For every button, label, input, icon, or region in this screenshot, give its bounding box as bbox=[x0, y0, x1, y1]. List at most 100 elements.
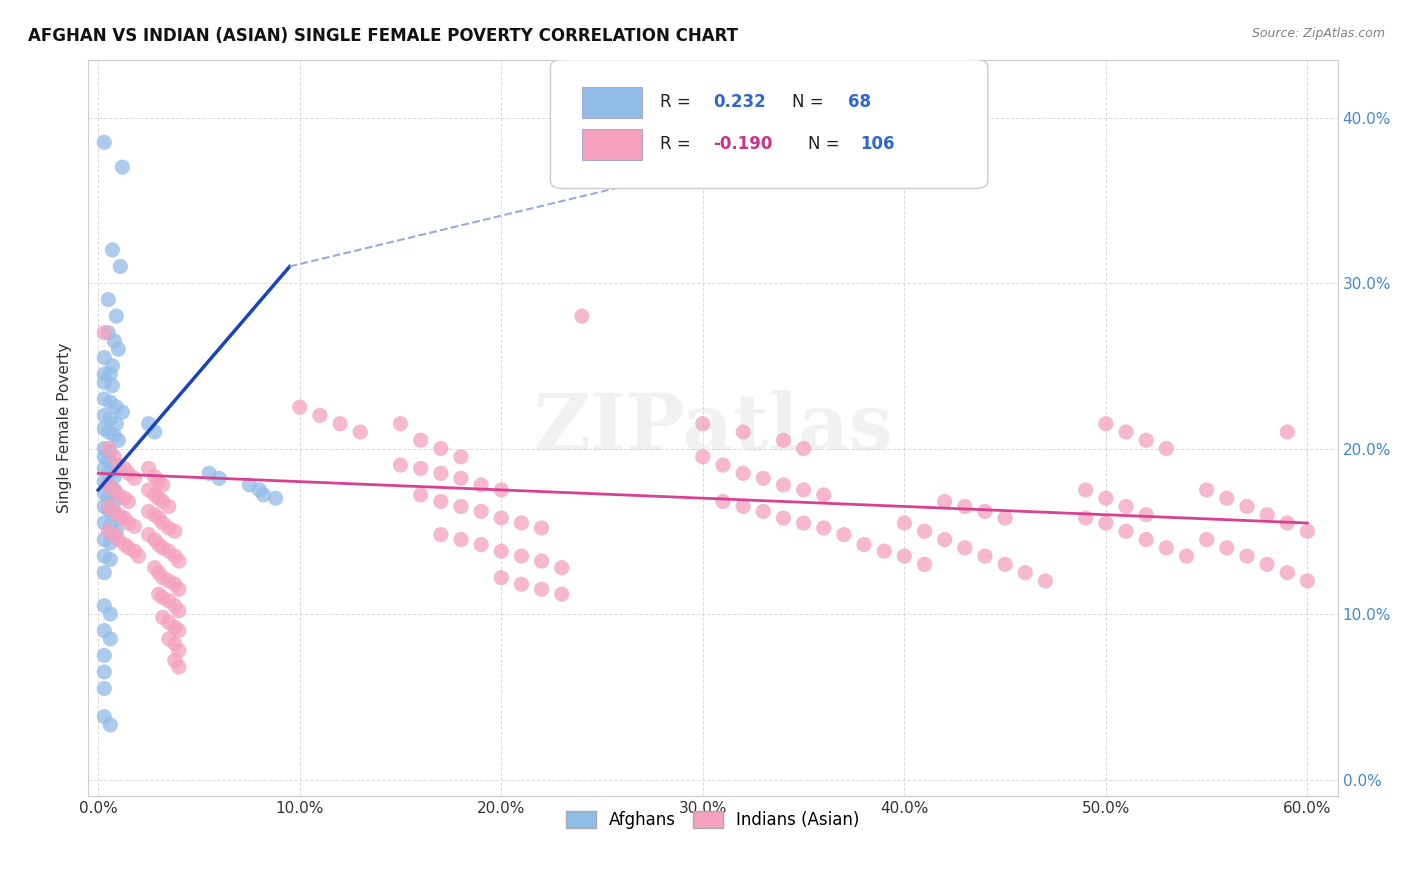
Point bbox=[97, 502, 120, 516]
Text: 0.232: 0.232 bbox=[713, 94, 766, 112]
Point bbox=[491, 483, 513, 497]
Point bbox=[105, 524, 128, 539]
Point bbox=[93, 516, 115, 530]
Point bbox=[167, 643, 190, 657]
Point bbox=[1074, 511, 1097, 525]
Point bbox=[124, 519, 146, 533]
Point bbox=[450, 450, 472, 464]
Point bbox=[107, 458, 129, 472]
Text: -0.190: -0.190 bbox=[713, 136, 772, 153]
Point bbox=[138, 483, 160, 497]
Point bbox=[853, 537, 876, 551]
Point bbox=[1115, 500, 1137, 514]
Point bbox=[510, 577, 533, 591]
Point bbox=[1135, 508, 1157, 522]
Point bbox=[143, 488, 166, 502]
Point bbox=[1277, 516, 1299, 530]
Point bbox=[167, 660, 190, 674]
Point bbox=[93, 549, 115, 563]
Point bbox=[1095, 491, 1118, 506]
Point bbox=[103, 458, 125, 472]
Point bbox=[111, 405, 134, 419]
Point bbox=[733, 467, 755, 481]
Point bbox=[733, 425, 755, 439]
Point bbox=[103, 504, 125, 518]
Point bbox=[389, 458, 412, 472]
Point bbox=[288, 400, 311, 414]
Point bbox=[97, 491, 120, 506]
Point bbox=[510, 549, 533, 563]
Point bbox=[994, 558, 1017, 572]
Text: ZIPatlas: ZIPatlas bbox=[533, 390, 893, 466]
Point bbox=[112, 537, 135, 551]
Point bbox=[1236, 549, 1258, 563]
Text: 68: 68 bbox=[848, 94, 870, 112]
Point bbox=[163, 620, 186, 634]
Point bbox=[551, 560, 574, 574]
Point bbox=[491, 571, 513, 585]
Point bbox=[692, 417, 714, 431]
Point bbox=[138, 417, 160, 431]
Text: Source: ZipAtlas.com: Source: ZipAtlas.com bbox=[1251, 27, 1385, 40]
Point bbox=[450, 471, 472, 485]
Point bbox=[97, 326, 120, 340]
Point bbox=[1256, 508, 1278, 522]
Point bbox=[167, 582, 190, 597]
Point bbox=[1296, 574, 1319, 588]
Point bbox=[93, 409, 115, 423]
Point bbox=[98, 718, 121, 732]
Text: 106: 106 bbox=[860, 136, 894, 153]
Point bbox=[103, 483, 125, 497]
Point bbox=[208, 471, 231, 485]
Point bbox=[349, 425, 371, 439]
Point bbox=[530, 521, 553, 535]
Point bbox=[1135, 533, 1157, 547]
Point bbox=[143, 533, 166, 547]
Point bbox=[167, 604, 190, 618]
Point bbox=[111, 160, 134, 174]
Point bbox=[953, 500, 976, 514]
Point bbox=[409, 434, 432, 448]
Point bbox=[793, 516, 815, 530]
Point bbox=[103, 428, 125, 442]
Point bbox=[93, 326, 115, 340]
Point bbox=[148, 511, 170, 525]
Point bbox=[97, 453, 120, 467]
Point bbox=[103, 483, 125, 497]
Point bbox=[148, 537, 170, 551]
Point bbox=[974, 549, 997, 563]
Point bbox=[93, 709, 115, 723]
Point bbox=[97, 442, 120, 456]
Point bbox=[98, 552, 121, 566]
Point bbox=[974, 504, 997, 518]
Point bbox=[163, 637, 186, 651]
Point bbox=[107, 343, 129, 357]
Point bbox=[157, 574, 180, 588]
Point bbox=[105, 400, 128, 414]
Point bbox=[1277, 566, 1299, 580]
Point bbox=[793, 442, 815, 456]
Point bbox=[93, 475, 115, 489]
Point bbox=[97, 478, 120, 492]
Point bbox=[112, 461, 135, 475]
Point bbox=[1216, 541, 1239, 555]
Point bbox=[163, 577, 186, 591]
Point bbox=[198, 467, 221, 481]
Point bbox=[98, 445, 121, 459]
Point bbox=[93, 367, 115, 381]
Point bbox=[430, 494, 453, 508]
Point bbox=[152, 478, 174, 492]
Legend: Afghans, Indians (Asian): Afghans, Indians (Asian) bbox=[560, 804, 866, 836]
Point bbox=[152, 541, 174, 555]
Point bbox=[1035, 574, 1057, 588]
Point bbox=[1216, 491, 1239, 506]
Point bbox=[107, 533, 129, 547]
Point bbox=[430, 527, 453, 541]
Point bbox=[914, 524, 936, 539]
Point bbox=[152, 494, 174, 508]
Point bbox=[97, 425, 120, 439]
Point bbox=[98, 367, 121, 381]
Point bbox=[103, 334, 125, 348]
Point bbox=[98, 395, 121, 409]
Point bbox=[143, 425, 166, 439]
